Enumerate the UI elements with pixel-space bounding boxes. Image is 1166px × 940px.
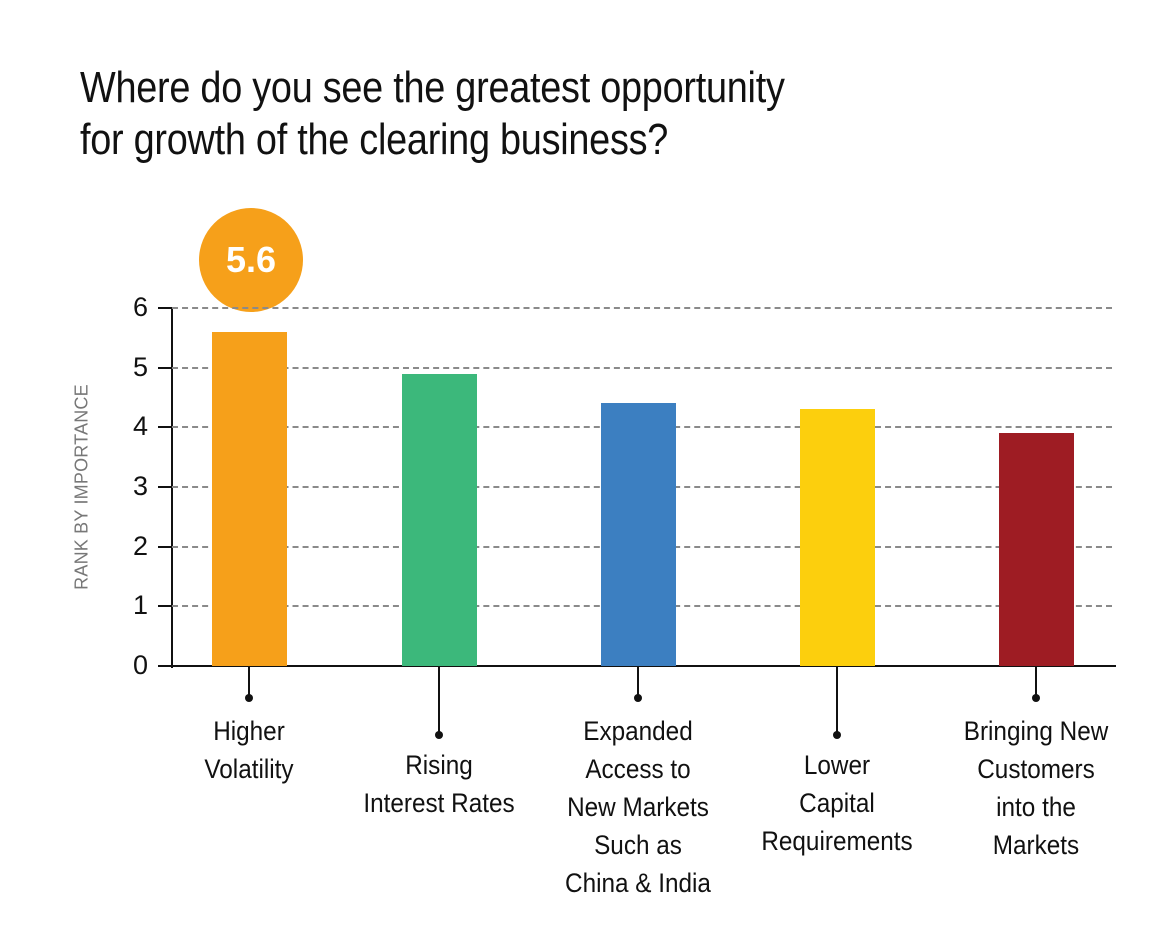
y-tick-mark [158,605,172,608]
bar [402,373,477,666]
y-tick-label: 5 [132,351,148,382]
x-category-label: Expanded Access to New Markets Such as China… [548,712,728,902]
leader-line [438,666,440,735]
y-tick-mark [158,307,172,309]
gridline [172,307,1112,309]
x-category-label-line: Expanded [583,716,693,746]
y-tick-label: 1 [132,590,148,621]
x-category-label-line: Rising [405,750,473,780]
bar [999,433,1074,666]
x-category-label: Higher Volatility [159,712,339,788]
x-category-label-line: Access to [585,754,691,784]
leader-line [1035,666,1037,698]
y-tick-mark [158,665,172,667]
leader-dot [833,731,841,739]
x-category-label-line: Bringing New [963,716,1109,746]
y-tick-label: 6 [132,292,148,322]
chart-title: Where do you see the greatest opportunit… [80,62,785,166]
y-tick-mark [158,366,172,369]
x-category-label-line: Volatility [204,754,294,784]
highlight-callout-badge: 5.6 [199,208,303,312]
y-tick-mark [158,545,172,548]
bar [800,409,875,666]
x-category-label-line: Requirements [761,826,913,856]
leader-line [637,666,639,698]
x-category-label-line: Capital [799,788,875,818]
x-category-label: Lower Capital Requirements [747,746,927,860]
y-tick-mark [158,426,172,429]
leader-dot [435,731,443,739]
x-category-label-line: Interest Rates [363,788,515,818]
y-tick-mark [158,486,172,488]
bar [212,331,287,666]
chart-title-line-2: for growth of the clearing business? [80,115,669,164]
x-category-label-line: Markets [992,830,1080,860]
y-axis-label: RANK BY IMPORTANCE [71,384,92,590]
bar [601,403,676,666]
leader-dot [1032,694,1040,702]
leader-line [836,666,838,735]
x-category-label-line: New Markets [567,792,709,822]
x-category-label-line: into the [996,792,1076,822]
x-category-label-line: Such as [594,830,682,860]
x-category-label-line: Higher [213,716,285,746]
leader-dot [634,694,642,702]
x-category-label: Bringing New Customers into the Markets [946,712,1126,864]
y-tick-label: 2 [132,530,148,561]
chart-title-line-1: Where do you see the greatest opportunit… [80,63,785,112]
x-category-label-line: Lower [803,750,871,780]
leader-dot [245,694,253,702]
x-category-label-line: Customers [977,754,1095,784]
y-tick-label: 0 [132,650,148,680]
leader-line [248,666,250,698]
callout-value: 5.6 [225,239,277,280]
y-tick-label: 3 [132,471,148,501]
x-category-label: Rising Interest Rates [349,746,529,822]
gridline [172,366,1112,369]
x-category-label-line: China & India [565,868,711,898]
y-tick-label: 4 [132,411,148,442]
